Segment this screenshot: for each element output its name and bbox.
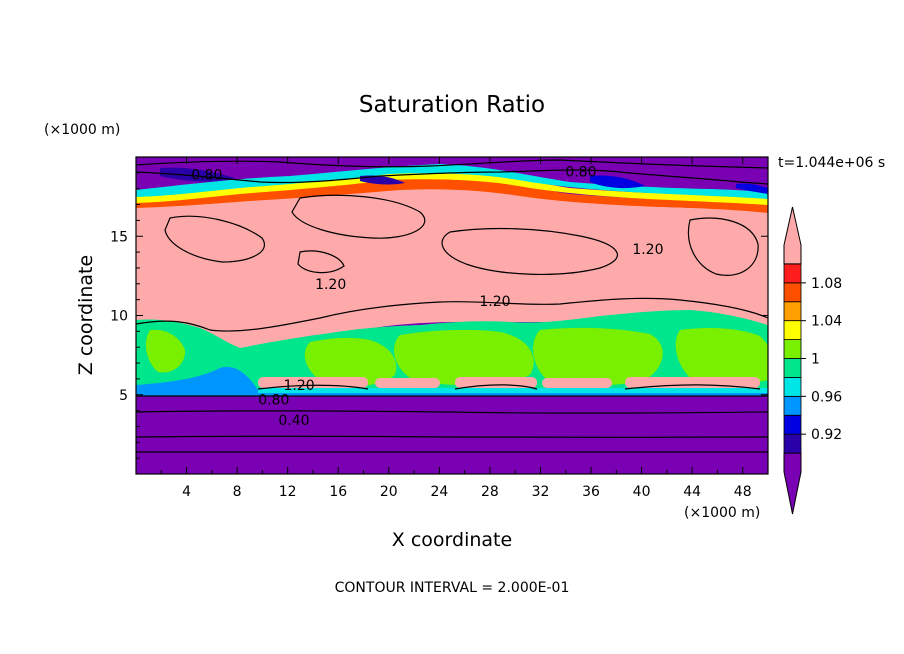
colorbar-swatch — [783, 282, 802, 303]
colorbar-swatch — [783, 301, 802, 322]
chart-title: Saturation Ratio — [359, 92, 545, 118]
colorbar-swatch — [783, 395, 802, 416]
colorbar-swatch — [783, 320, 802, 340]
colorbar-label: 1.04 — [811, 314, 842, 330]
region-cloud-base — [258, 377, 760, 388]
contour-label: 1.20 — [283, 378, 314, 394]
contour-label: 1.20 — [315, 277, 346, 293]
plot-area: 0.80 0.801.201.201.201.200.800.40 — [136, 157, 768, 474]
x-tick-label: 20 — [380, 484, 398, 500]
colorbar-swatch — [783, 358, 802, 378]
colorbar-label: 0.92 — [811, 427, 842, 443]
contour-label: 0.40 — [278, 413, 309, 429]
region-saturated-patches — [145, 327, 768, 387]
y-tick-label: 10 — [110, 309, 128, 325]
colorbar-arrow-high — [783, 206, 802, 265]
contour-label: 1.20 — [479, 294, 510, 310]
contour-labels: 0.80 0.801.201.201.201.200.800.40 — [191, 164, 663, 429]
x-tick-label: 4 — [182, 484, 191, 500]
colorbar-swatch — [783, 339, 802, 359]
x-unit-label: (×1000 m) — [684, 505, 760, 521]
colorbar-swatch — [783, 263, 802, 284]
contour-lines — [136, 159, 768, 453]
colorbar-swatch — [783, 414, 802, 435]
x-tick-label: 28 — [481, 484, 499, 500]
y-tick-label: 5 — [119, 388, 128, 404]
x-tick-label: 36 — [582, 484, 600, 500]
x-tick-label: 16 — [329, 484, 347, 500]
region-lower-blue-edge — [136, 366, 768, 396]
y-tick-label: 15 — [110, 229, 128, 245]
region-supersaturated — [136, 186, 768, 386]
contour-label: 0.80 — [565, 164, 596, 180]
contour-label: 0.80 — [191, 167, 222, 183]
colorbar-label: 1.08 — [811, 276, 842, 292]
region-cloud-top-band — [136, 164, 768, 213]
x-tick-label: 32 — [532, 484, 550, 500]
contour-label: 0.80 — [258, 393, 289, 409]
x-axis-title: X coordinate — [392, 529, 512, 551]
colorbar-arrow-low — [783, 452, 802, 515]
x-tick-label: 44 — [683, 484, 701, 500]
colorbar-swatch — [783, 433, 802, 454]
colorbar-swatch — [783, 377, 802, 397]
x-tick-label: 24 — [430, 484, 448, 500]
x-tick-label: 8 — [233, 484, 242, 500]
x-tick-label: 40 — [633, 484, 651, 500]
x-tick-label: 12 — [279, 484, 297, 500]
x-tick-label: 48 — [734, 484, 752, 500]
colorbar-label: 1 — [811, 352, 820, 368]
time-label: t=1.044e+06 s — [778, 155, 885, 171]
colorbar: 0.92 0.96 1 1.04 1.08 — [783, 206, 842, 515]
x-axis-ticks: 4 8 12 16 20 24 28 32 36 40 44 48 — [160, 157, 752, 500]
contour-interval-footer: CONTOUR INTERVAL = 2.000E-01 — [335, 580, 570, 596]
contour-label: 1.20 — [632, 242, 663, 258]
y-axis-title: Z coordinate — [75, 255, 97, 375]
y-axis-ticks: 5 10 15 — [110, 172, 768, 459]
y-unit-label: (×1000 m) — [44, 122, 120, 138]
colorbar-label: 0.96 — [811, 389, 842, 405]
